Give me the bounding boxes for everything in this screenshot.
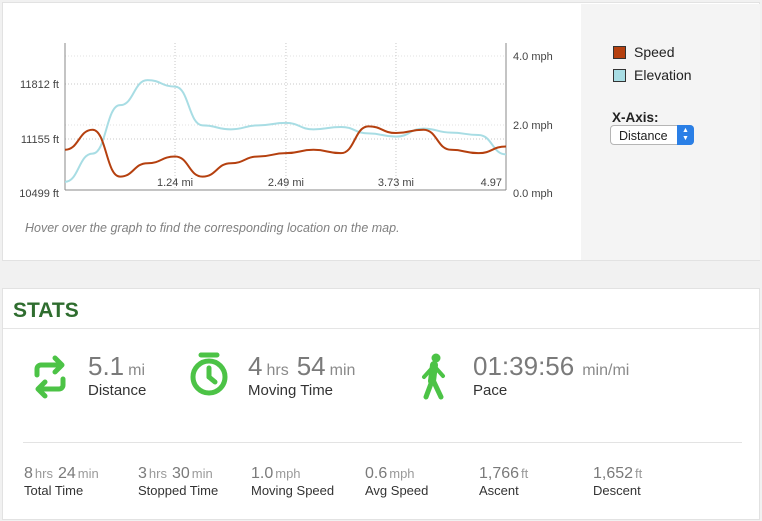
total-time-label: Total Time [24, 483, 84, 498]
ascent-unit: ft [521, 466, 529, 481]
stats-title: STATS [13, 299, 79, 322]
elevation-swatch [613, 69, 626, 82]
series-line-elevation [64, 79, 507, 183]
stats-divider-secondary [23, 442, 742, 443]
select-arrows-icon: ▲ ▼ [677, 125, 694, 145]
legend-speed[interactable]: Speed [613, 44, 674, 60]
stats-divider [3, 328, 759, 329]
pace-unit: min/mi [582, 362, 630, 379]
moving-speed-stat: 1.0 mph Moving Speed [251, 465, 334, 498]
xaxis-select-label: X-Axis: [612, 110, 659, 125]
moving-time-hrs-unit: hrs [266, 362, 289, 379]
elevation-speed-chart[interactable]: 11812 ft 11155 ft 10499 ft 4.0 mph 2.0 mph 0.… [3, 3, 579, 213]
total-time-hrs: 8 [24, 465, 33, 482]
pace-value: 01:39:56 [473, 351, 575, 381]
chart-card: 11812 ft 11155 ft 10499 ft 4.0 mph 2.0 mph 0.… [2, 2, 760, 261]
moving-time-hrs: 4 [248, 351, 263, 381]
moving-time-min-unit: min [329, 362, 356, 379]
total-time-min-unit: min [77, 466, 99, 481]
avg-speed-value: 0.6 [365, 465, 388, 482]
stopped-time-min: 30 [171, 465, 190, 482]
stopped-time-hrs: 3 [138, 465, 147, 482]
xaxis-select[interactable]: Distance ▲ ▼ [610, 125, 694, 145]
descent-unit: ft [635, 466, 643, 481]
left-tick-label: 11812 ft [20, 79, 59, 91]
distance-unit: mi [128, 362, 146, 379]
avg-speed-unit: mph [389, 466, 415, 481]
total-time-min: 24 [57, 465, 76, 482]
stopped-time-stat: 3 hrs 30 min Stopped Time [138, 465, 218, 498]
stats-card: STATS 5.1 mi Distance 4 hrs 54 min Moving Ti… [2, 288, 760, 520]
stopped-time-hrs-unit: hrs [148, 466, 167, 481]
stopwatch-icon [190, 352, 228, 396]
stopped-time-min-unit: min [191, 466, 213, 481]
x-tick-label: 4.97 [481, 177, 502, 189]
series-line-speed [64, 125, 507, 178]
avg-speed-label: Avg Speed [365, 483, 429, 498]
distance-stat: 5.1 mi Distance [88, 351, 153, 399]
legend-speed-label: Speed [634, 44, 675, 60]
x-tick-label: 3.73 mi [378, 177, 414, 189]
moving-speed-value: 1.0 [251, 465, 274, 482]
moving-speed-label: Moving Speed [251, 483, 335, 498]
legend-elevation-label: Elevation [634, 67, 692, 83]
stopped-time-label: Stopped Time [138, 483, 219, 498]
moving-time-label: Moving Time [248, 382, 334, 399]
right-tick-label: 2.0 mph [513, 120, 553, 132]
pace-label: Pace [473, 382, 508, 399]
x-tick-label: 2.49 mi [268, 177, 304, 189]
left-tick-label: 11155 ft [21, 134, 59, 146]
descent-stat: 1,652 ft Descent [593, 465, 647, 498]
total-time-stat: 8 hrs 24 min Total Time [24, 465, 104, 498]
total-time-hrs-unit: hrs [34, 466, 53, 481]
distance-value: 5.1 [88, 351, 125, 381]
moving-time-stat: 4 hrs 54 min Moving Time [248, 351, 363, 399]
x-tick-label: 1.24 mi [157, 177, 193, 189]
speed-swatch [613, 46, 626, 59]
descent-label: Descent [593, 483, 641, 498]
descent-value: 1,652 [593, 465, 634, 482]
moving-speed-unit: mph [275, 466, 301, 481]
legend-elevation[interactable]: Elevation [613, 67, 692, 83]
right-tick-label: 0.0 mph [513, 188, 553, 200]
pace-stat: 01:39:56 min/mi Pace [473, 351, 637, 399]
xaxis-select-value: Distance [619, 129, 668, 143]
walking-person-icon [422, 353, 445, 400]
moving-time-min: 54 [296, 351, 326, 381]
distance-label: Distance [88, 382, 147, 399]
ascent-stat: 1,766 ft Ascent [479, 465, 533, 498]
avg-speed-stat: 0.6 mph Avg Speed [365, 465, 428, 498]
chart-side-panel: Speed Elevation X-Axis: Distance ▲ ▼ [581, 4, 760, 260]
ascent-value: 1,766 [479, 465, 520, 482]
left-tick-label: 10499 ft [19, 188, 59, 200]
ascent-label: Ascent [479, 483, 519, 498]
right-tick-label: 4.0 mph [513, 51, 553, 63]
route-arrows-icon [34, 355, 66, 399]
hover-note: Hover over the graph to find the corresp… [25, 221, 400, 235]
